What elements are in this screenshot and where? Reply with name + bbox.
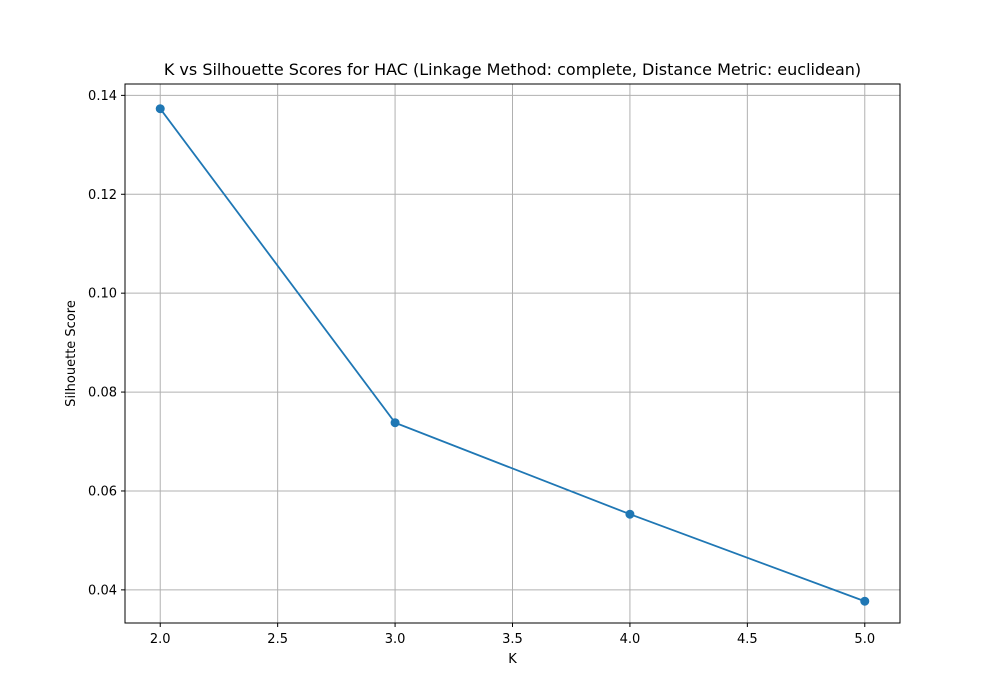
- y-tick-label: 0.12: [88, 188, 117, 203]
- x-axis-label: K: [508, 652, 517, 667]
- x-tick-label: 3.5: [502, 632, 523, 647]
- y-axis-ticks: 0.04 0.06 0.08 0.10 0.12 0.14: [88, 89, 125, 598]
- x-tick-label: 4.5: [737, 632, 758, 647]
- chart-title: K vs Silhouette Scores for HAC (Linkage …: [164, 60, 861, 79]
- x-tick-label: 5.0: [854, 632, 875, 647]
- y-tick-label: 0.04: [88, 583, 117, 598]
- data-point: [625, 509, 635, 519]
- x-tick-label: 2.0: [150, 632, 171, 647]
- data-point: [390, 418, 400, 428]
- data-point: [155, 104, 165, 114]
- x-tick-label: 4.0: [620, 632, 641, 647]
- x-tick-label: 2.5: [267, 632, 288, 647]
- series-layer: [155, 104, 870, 606]
- y-tick-label: 0.06: [88, 484, 117, 499]
- series-line: [159, 108, 866, 603]
- grid-lines: [125, 84, 900, 623]
- x-axis-ticks: 2.0 2.5 3.0 3.5 4.0 4.5 5.0: [150, 623, 875, 647]
- y-tick-label: 0.14: [88, 89, 117, 104]
- plot-area: [124, 83, 901, 624]
- data-point: [860, 596, 870, 606]
- y-tick-label: 0.08: [88, 386, 117, 401]
- y-axis-label: Silhouette Score: [64, 300, 79, 407]
- y-tick-label: 0.10: [88, 287, 117, 302]
- x-tick-label: 3.0: [385, 632, 406, 647]
